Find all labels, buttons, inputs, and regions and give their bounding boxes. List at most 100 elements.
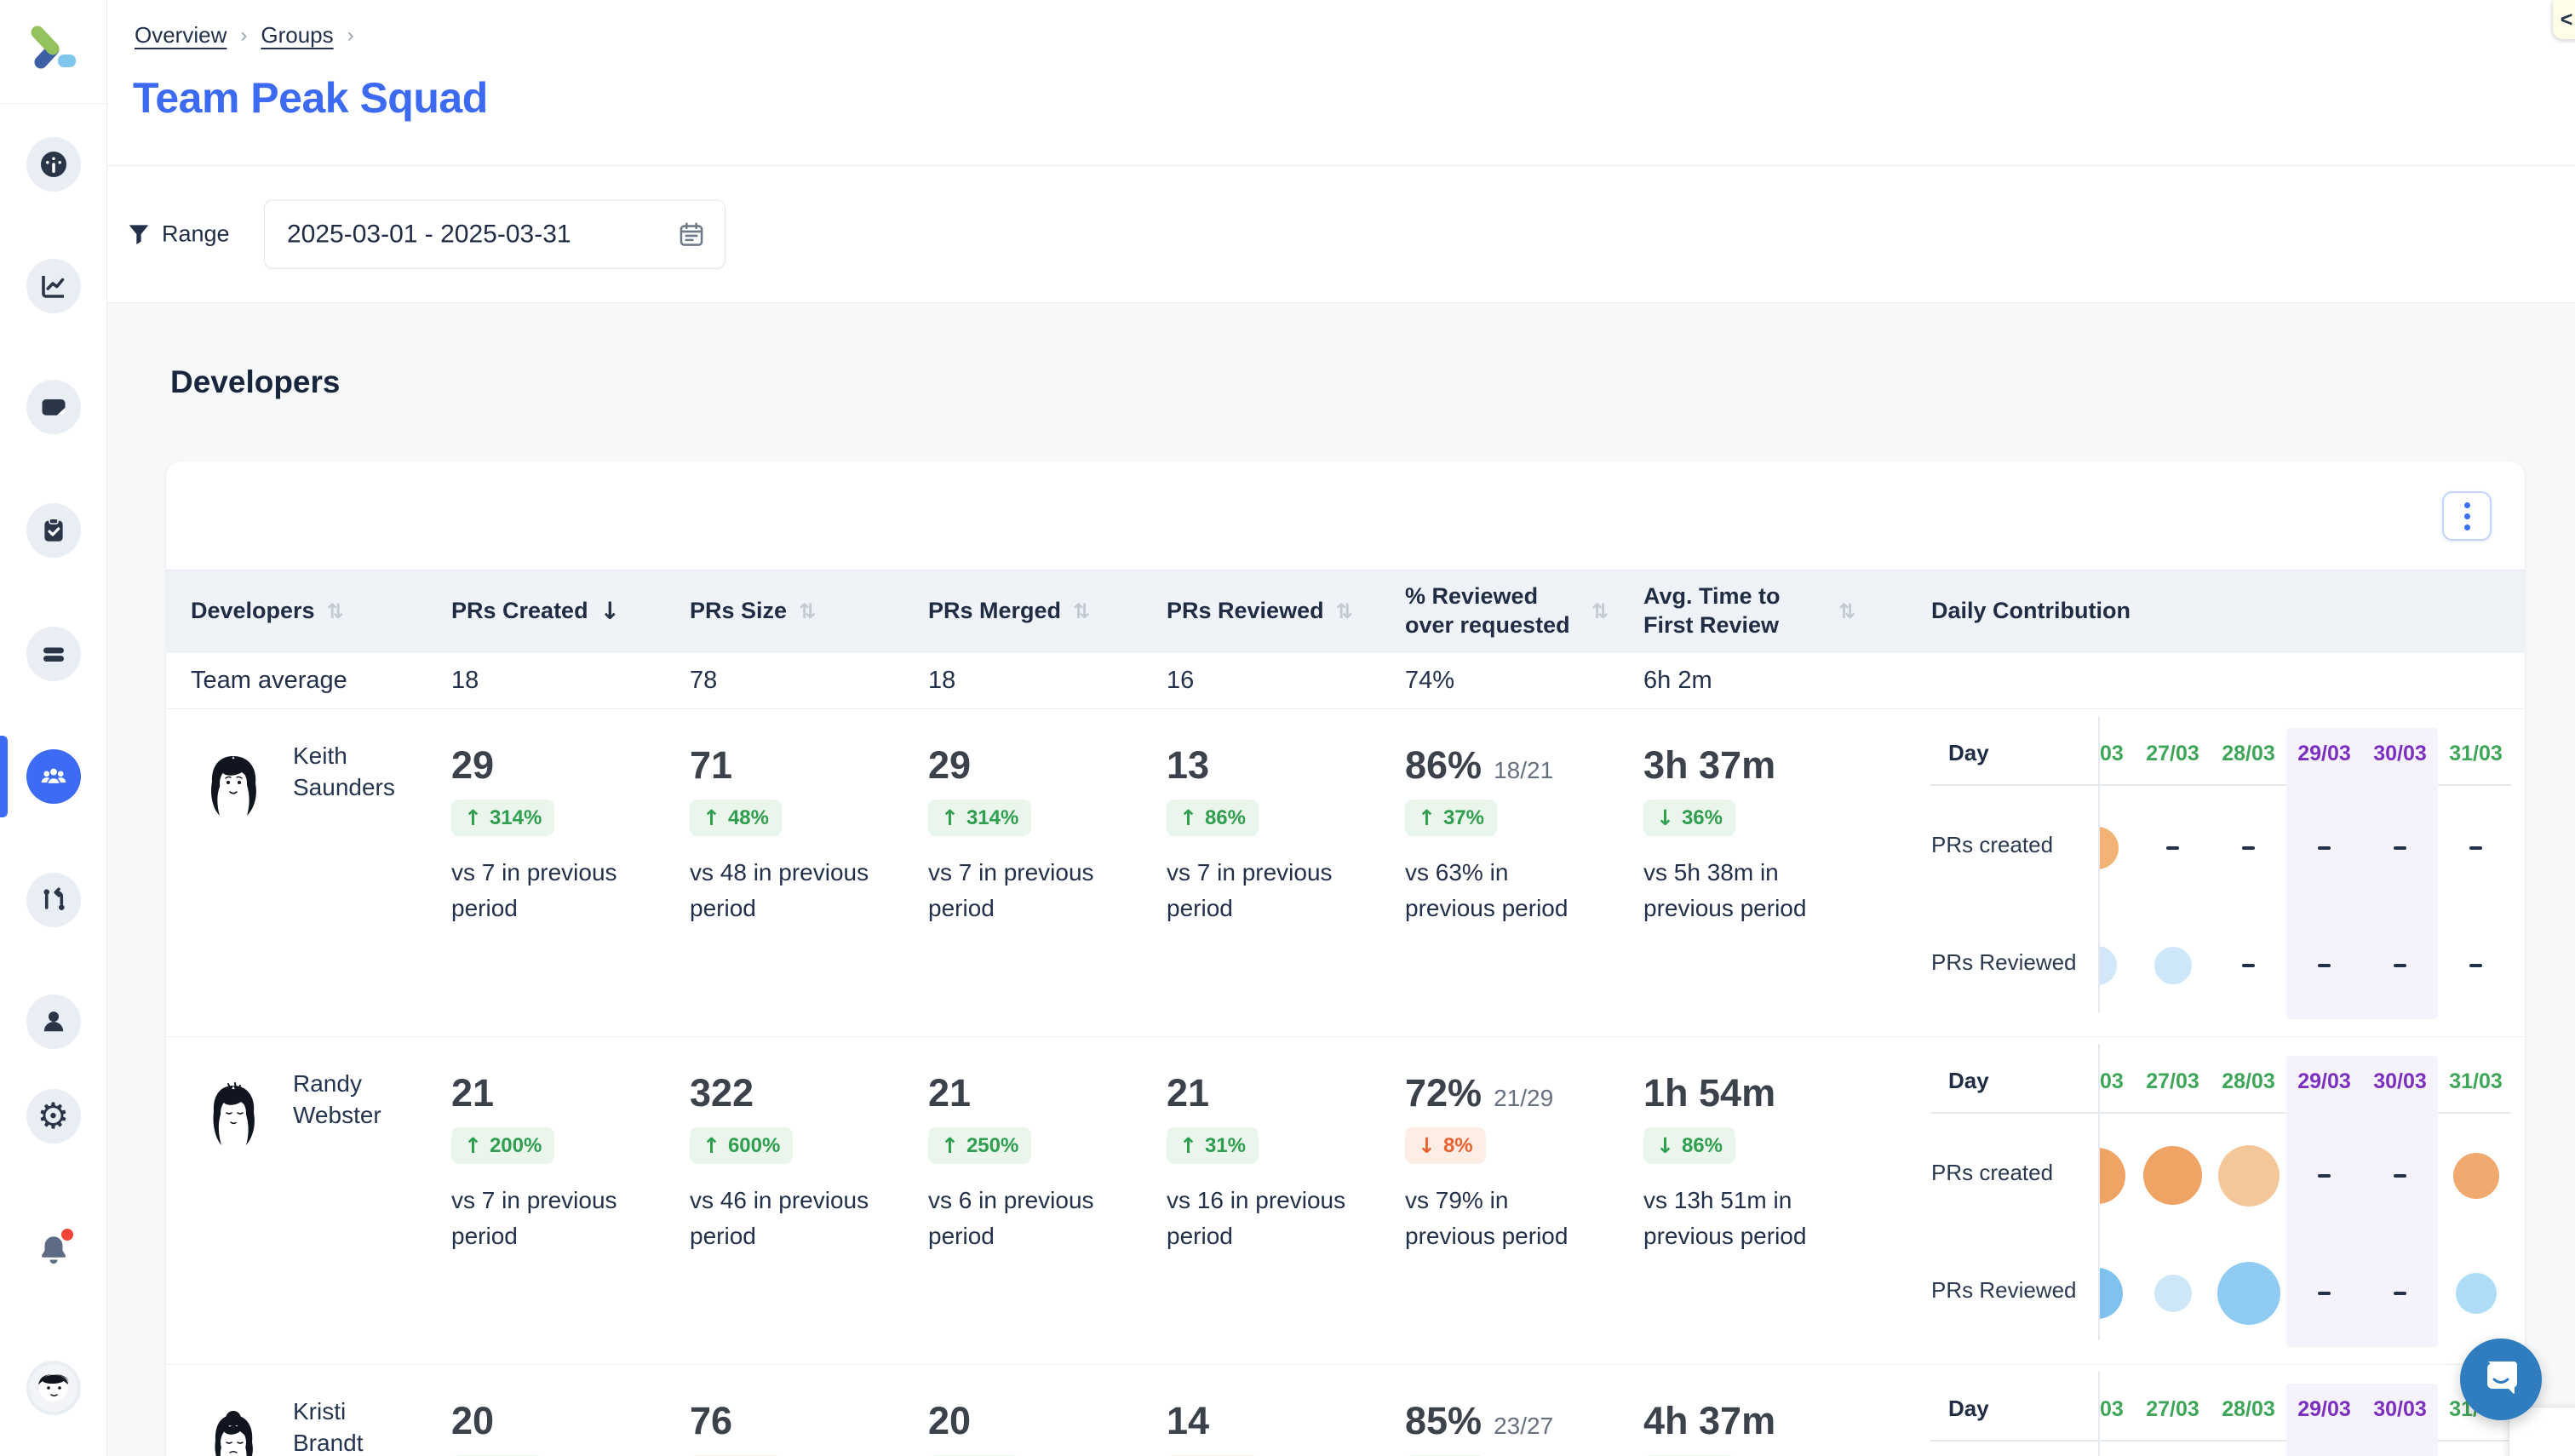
developer-name[interactable]: Kristi Brandt bbox=[293, 1396, 421, 1456]
sidebar-item-sprints[interactable] bbox=[26, 627, 81, 681]
column-header-prs-reviewed[interactable]: PRs Reviewed ⇅ bbox=[1142, 570, 1380, 651]
gear-icon: ⚙ bbox=[37, 1098, 70, 1134]
table-options-button[interactable] bbox=[2442, 491, 2492, 541]
daily-scroll-viewport[interactable]: 26/0327/0328/0329/0330/0331/03 bbox=[2100, 709, 2525, 1036]
team-average-value: 78 bbox=[665, 652, 903, 708]
trend-badge: ↑200% bbox=[451, 1127, 554, 1164]
column-header-prs-merged[interactable]: PRs Merged ⇅ bbox=[903, 570, 1142, 651]
sort-desc-icon[interactable]: ↓ bbox=[600, 596, 620, 626]
contribution-bubble bbox=[2456, 1273, 2497, 1314]
sidebar-item-pull-requests[interactable] bbox=[26, 873, 81, 927]
breadcrumb-link-overview[interactable]: Overview bbox=[135, 22, 227, 49]
sidebar-item-settings[interactable]: ⚙ bbox=[26, 1089, 81, 1144]
rows-icon bbox=[38, 639, 69, 669]
trend-badge: ↑314% bbox=[928, 800, 1031, 836]
metric-cell-pct-reviewed: 86%18/21 ↑37% vs 63% in previous period bbox=[1380, 709, 1619, 1036]
table-row[interactable]: Kristi Brandt 20 ↑82% 76 ↓70% 20 ↑82% 14… bbox=[166, 1365, 2525, 1456]
gauge-icon bbox=[38, 149, 69, 180]
side-panel-toggle[interactable]: < bbox=[2553, 0, 2575, 39]
sort-icon[interactable]: ⇅ bbox=[1336, 599, 1353, 624]
daily-scroll-viewport[interactable]: 26/0327/0328/0329/0330/0331/03 bbox=[2100, 1037, 2525, 1364]
trend-badge: ↓36% bbox=[1643, 800, 1735, 836]
sidebar-item-board[interactable] bbox=[26, 380, 81, 434]
column-header-prs-created[interactable]: PRs Created ↓ bbox=[427, 570, 665, 651]
table-row[interactable]: Keith Saunders 29 ↑314% vs 7 in previous… bbox=[166, 709, 2525, 1037]
metric-cell-prs-merged: 29 ↑314% vs 7 in previous period bbox=[903, 709, 1142, 1036]
trend-badge: ↑600% bbox=[690, 1127, 793, 1164]
sort-icon[interactable]: ⇅ bbox=[1073, 599, 1090, 624]
contribution-bubble bbox=[2453, 1153, 2499, 1199]
developer-name[interactable]: Randy Webster bbox=[293, 1069, 421, 1364]
date-header: 26/0327/0328/0329/0330/0331/03 bbox=[2100, 1069, 2514, 1094]
contribution-bubble bbox=[2100, 1148, 2125, 1204]
breadcrumb-link-groups[interactable]: Groups bbox=[261, 22, 333, 49]
calendar-icon[interactable] bbox=[677, 220, 706, 249]
sidebar-item-metrics[interactable] bbox=[26, 259, 81, 313]
date-label: 27/03 bbox=[2135, 1069, 2211, 1094]
contribution-bubble bbox=[2100, 946, 2117, 985]
metric-cell-prs-merged: 20 ↑82% bbox=[903, 1365, 1142, 1456]
user-menu-avatar[interactable] bbox=[26, 1361, 81, 1415]
column-header-pct-reviewed[interactable]: % Reviewed over requested ⇅ bbox=[1380, 570, 1619, 651]
chevron-right-icon: › bbox=[240, 24, 247, 48]
line-chart-icon bbox=[38, 271, 69, 301]
column-header-avg-time-first-review[interactable]: Avg. Time to First Review ⇅ bbox=[1619, 570, 1891, 651]
no-activity-dash bbox=[2394, 1174, 2406, 1178]
table-header-row: Developers ⇅ PRs Created ↓ PRs Size ⇅ PR… bbox=[166, 570, 2525, 652]
team-average-value: 18 bbox=[427, 652, 665, 708]
developer-avatar bbox=[204, 1082, 262, 1150]
date-label: 26/03 bbox=[2100, 1069, 2135, 1094]
date-header: 26/0327/0328/0329/0330/0331/03 bbox=[2100, 1397, 2514, 1422]
sidebar: ⚙ bbox=[0, 0, 107, 1456]
metric-cell-avg-time: 4h 37m ↓48% bbox=[1619, 1365, 1891, 1456]
metric-cell-prs-size: 71 ↑48% vs 48 in previous period bbox=[665, 709, 903, 1036]
filter-funnel-icon[interactable] bbox=[125, 221, 152, 248]
no-activity-dash bbox=[2469, 846, 2482, 850]
breadcrumb: Overview › Groups › bbox=[135, 22, 354, 49]
sidebar-item-teams[interactable] bbox=[26, 749, 81, 804]
trend-arrow-icon: ↑ bbox=[464, 805, 482, 830]
date-label: 29/03 bbox=[2286, 1397, 2362, 1422]
metric-cell-prs-created: 21 ↑200% vs 7 in previous period bbox=[427, 1037, 665, 1364]
no-activity-dash bbox=[2242, 964, 2255, 967]
contribution-bubble bbox=[2143, 1146, 2202, 1205]
sidebar-item-reports[interactable] bbox=[26, 503, 81, 558]
content-area: Developers Developers ⇅ PRs Created ↓ PR… bbox=[107, 303, 2575, 1456]
column-header-prs-size[interactable]: PRs Size ⇅ bbox=[665, 570, 903, 651]
filter-bar: Range 2025-03-01 - 2025-03-31 bbox=[107, 166, 2575, 303]
no-activity-dash bbox=[2318, 1292, 2331, 1295]
no-activity-dash bbox=[2469, 964, 2482, 967]
sort-icon[interactable]: ⇅ bbox=[1838, 599, 1855, 624]
notifications-button[interactable] bbox=[26, 1223, 81, 1277]
column-header-developers[interactable]: Developers ⇅ bbox=[166, 570, 427, 651]
metric-cell-avg-time: 3h 37m ↓36% vs 5h 38m in previous period bbox=[1619, 709, 1891, 1036]
date-range-input[interactable]: 2025-03-01 - 2025-03-31 bbox=[264, 200, 725, 269]
no-activity-dash bbox=[2166, 846, 2179, 850]
sort-icon[interactable]: ⇅ bbox=[1591, 599, 1609, 624]
date-label: 28/03 bbox=[2211, 1069, 2286, 1094]
team-average-value: 6h 2m bbox=[1619, 652, 1891, 708]
contribution-bubble bbox=[2154, 1275, 2192, 1312]
developer-cell: Randy Webster bbox=[166, 1037, 427, 1364]
daily-contribution-panel: Day PRs created PRs Reviewed 26/0327/032… bbox=[1891, 709, 2525, 1036]
metric-cell-prs-size: 322 ↑600% vs 46 in previous period bbox=[665, 1037, 903, 1364]
sort-icon[interactable]: ⇅ bbox=[327, 599, 344, 624]
sidebar-item-dashboard[interactable] bbox=[26, 137, 81, 192]
sidebar-item-developers[interactable] bbox=[26, 995, 81, 1049]
no-activity-dash bbox=[2318, 846, 2331, 850]
sort-icon[interactable]: ⇅ bbox=[799, 599, 816, 624]
series-label-prs-reviewed: PRs Reviewed bbox=[1931, 949, 2077, 976]
trend-badge: ↓8% bbox=[1405, 1127, 1486, 1164]
developer-name[interactable]: Keith Saunders bbox=[293, 741, 421, 1036]
trend-badge: ↑48% bbox=[690, 800, 782, 836]
date-label: 30/03 bbox=[2362, 1397, 2438, 1422]
bubble-row-reviewed bbox=[2100, 1255, 2514, 1331]
no-activity-dash bbox=[2318, 1174, 2331, 1178]
board-icon bbox=[38, 392, 69, 422]
chat-launcher-button[interactable] bbox=[2460, 1338, 2542, 1420]
app-logo[interactable] bbox=[0, 0, 106, 104]
metric-cell-avg-time: 1h 54m ↓86% vs 13h 51m in previous perio… bbox=[1619, 1037, 1891, 1364]
pull-request-icon bbox=[38, 885, 69, 915]
table-row[interactable]: Randy Webster 21 ↑200% vs 7 in previous … bbox=[166, 1037, 2525, 1365]
person-icon bbox=[38, 1006, 69, 1037]
